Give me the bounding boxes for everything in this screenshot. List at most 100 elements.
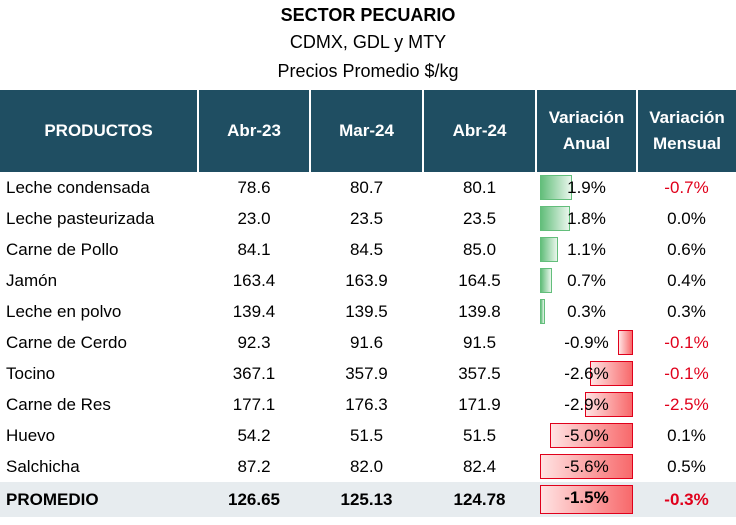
variacion-mensual-value: 0.6% (667, 239, 706, 259)
price-mar24: 84.5 (349, 239, 384, 259)
col-header-variacion-anual: Variación Anual (535, 90, 637, 172)
price-abr24: 357.5 (458, 363, 501, 383)
price-mar24: 125.13 (310, 482, 423, 517)
variacion-mensual-value: -0.1% (664, 363, 709, 383)
promedio-row: PROMEDIO 126.65 125.13 124.78 -1.5% -0.3% (0, 482, 736, 517)
product-name: Carne de Res (6, 394, 111, 414)
variacion-anual-cell: 0.7% (536, 265, 637, 296)
data-bar-container: 0.7% (540, 268, 633, 293)
table-row: Leche pasteurizada 23.0 23.5 23.5 1.8% 0.0% (0, 203, 736, 234)
price-abr23: 54.2 (237, 425, 271, 445)
price-abr24: 23.5 (462, 208, 497, 228)
report-header: SECTOR PECUARIO CDMX, GDL y MTY Precios … (0, 0, 736, 90)
data-bar (549, 423, 633, 448)
product-name: Jamón (6, 270, 58, 290)
data-bar (540, 175, 572, 200)
product-name: Tocino (6, 363, 56, 383)
price-abr24: 82.4 (462, 456, 497, 476)
product-name: PROMEDIO (0, 482, 198, 517)
price-mar24: 82.0 (349, 456, 384, 476)
price-abr23: 92.3 (237, 332, 271, 352)
table-row: Leche condensada 78.6 80.7 80.1 1.9% -0.7% (0, 172, 736, 203)
data-bar (584, 392, 633, 417)
variacion-anual-value: -2.9% (564, 395, 609, 414)
price-abr23: 139.4 (232, 301, 276, 321)
variacion-mensual-value: -2.5% (664, 394, 709, 414)
data-bar (540, 454, 633, 479)
variacion-anual-value: 0.3% (567, 302, 606, 321)
variacion-anual-value: 0.7% (567, 271, 606, 290)
col-header-mensual-line1: Variación (649, 108, 725, 127)
price-abr24: 124.78 (423, 482, 536, 517)
variacion-mensual-value: 0.5% (667, 456, 706, 476)
price-abr24: 164.5 (458, 270, 501, 290)
table-row: Leche en polvo 139.4 139.5 139.8 0.3% 0.3% (0, 296, 736, 327)
data-bar-container: -0.9% (540, 330, 633, 355)
variacion-mensual-value: -0.7% (664, 177, 709, 197)
variacion-anual-cell: 0.3% (536, 296, 637, 327)
product-name: Leche pasteurizada (6, 208, 155, 228)
table-row: Carne de Pollo 84.1 84.5 85.0 1.1% 0.6% (0, 234, 736, 265)
product-name: Huevo (6, 425, 56, 445)
table-row: Carne de Cerdo 92.3 91.6 91.5 -0.9% -0.1% (0, 327, 736, 358)
price-abr23: 177.1 (232, 394, 276, 414)
price-abr24: 51.5 (462, 425, 497, 445)
price-abr24: 139.8 (458, 301, 501, 321)
variacion-anual-cell: -5.6% (536, 451, 637, 482)
col-header-abr24: Abr-24 (422, 90, 536, 172)
price-abr24: 171.9 (458, 394, 501, 414)
data-bar-container: 1.1% (540, 237, 633, 262)
table-row: Carne de Res 177.1 176.3 171.9 -2.9% -2.5% (0, 389, 736, 420)
variacion-anual-cell: -2.6% (536, 358, 637, 389)
variacion-anual-cell: -1.5% (536, 482, 637, 517)
col-header-mar24: Mar-24 (309, 90, 423, 172)
table-row: Salchicha 87.2 82.0 82.4 -5.6% 0.5% (0, 451, 736, 482)
data-bar-container: 0.3% (540, 299, 633, 324)
data-bar-container: 1.9% (540, 175, 633, 200)
col-header-mensual-line2: Mensual (652, 134, 722, 153)
price-abr24: 91.5 (462, 332, 497, 352)
variacion-mensual-value: -0.1% (664, 332, 709, 352)
col-header-productos: PRODUCTOS (0, 90, 198, 172)
variacion-anual-value: -0.9% (564, 333, 609, 352)
data-bar-container: -2.9% (540, 392, 633, 417)
product-name: Leche en polvo (6, 301, 122, 321)
col-header-variacion-mensual: Variación Mensual (636, 90, 736, 172)
data-bar (540, 268, 552, 293)
variacion-mensual-value: 0.1% (667, 425, 706, 445)
table-row: Huevo 54.2 51.5 51.5 -5.0% 0.1% (0, 420, 736, 451)
variacion-anual-cell: -5.0% (536, 420, 637, 451)
price-abr23: 126.65 (198, 482, 310, 517)
variacion-anual-value: 1.1% (567, 240, 606, 259)
variacion-mensual-value: 0.0% (667, 208, 706, 228)
price-abr23: 367.1 (232, 363, 276, 383)
table-header-row: PRODUCTOS Abr-23 Mar-24 Abr-24 Variación… (0, 90, 736, 172)
variacion-anual-cell: 1.8% (536, 203, 637, 234)
product-name: Salchicha (6, 456, 80, 476)
variacion-anual-cell: -0.9% (536, 327, 637, 358)
col-header-abr23: Abr-23 (197, 90, 310, 172)
variacion-anual-value: -5.6% (564, 457, 609, 476)
product-name: Carne de Cerdo (6, 332, 127, 352)
variacion-anual-cell: -2.9% (536, 389, 637, 420)
data-bar (540, 299, 545, 324)
data-bar-container: -2.6% (540, 361, 633, 386)
variacion-anual-value: 1.8% (567, 209, 606, 228)
report-subtitle: CDMX, GDL y MTY (289, 32, 447, 52)
product-name: Carne de Pollo (6, 239, 119, 259)
data-bar (540, 485, 633, 514)
price-mar24: 23.5 (349, 208, 384, 228)
data-bar-container: -5.0% (540, 423, 633, 448)
price-abr23: 23.0 (237, 208, 271, 228)
table-row: Tocino 367.1 357.9 357.5 -2.6% -0.1% (0, 358, 736, 389)
price-abr24: 85.0 (462, 239, 497, 259)
variacion-anual-value: -5.0% (564, 426, 609, 445)
report-title: SECTOR PECUARIO (280, 5, 456, 25)
product-name: Leche condensada (6, 177, 150, 197)
price-mar24: 80.7 (349, 177, 384, 197)
price-mar24: 163.9 (345, 270, 388, 290)
data-bar-container: 1.8% (540, 206, 633, 231)
price-abr23: 84.1 (237, 239, 271, 259)
price-abr24: 80.1 (462, 177, 497, 197)
prices-table: PRODUCTOS Abr-23 Mar-24 Abr-24 Variación… (0, 90, 736, 517)
